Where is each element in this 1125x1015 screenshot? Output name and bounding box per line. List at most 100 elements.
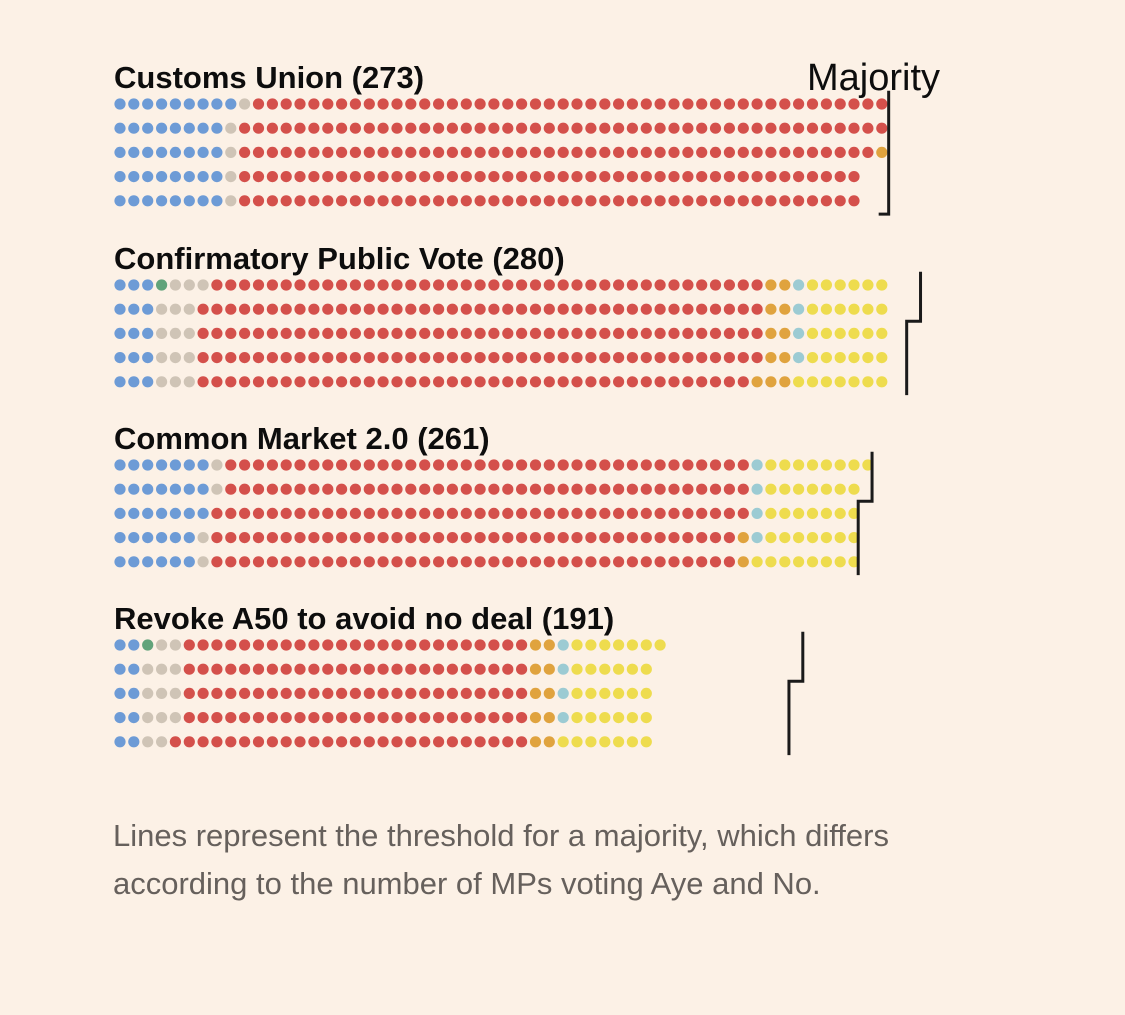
mp-dot-blue [183, 195, 195, 207]
mp-dot-red [765, 146, 777, 158]
mp-dot-red [377, 122, 389, 134]
mp-dot-red [599, 195, 611, 207]
mp-dot-red [294, 556, 306, 568]
mp-dot-red [557, 459, 569, 471]
mp-dot-red [529, 556, 542, 568]
mp-dot-blue [114, 327, 126, 339]
mp-dot-grey [225, 171, 237, 183]
mp-dot-blue [183, 98, 195, 110]
mp-dot-yellow [806, 532, 819, 544]
mp-dot-grey [169, 663, 181, 675]
mp-dot-red [737, 303, 749, 315]
mp-dot-yellow [834, 483, 846, 495]
mp-dot-red [419, 556, 431, 568]
mp-dot-red [294, 303, 306, 315]
mp-dot-yellow [765, 483, 777, 495]
mp-dot-yellow [862, 376, 874, 388]
mp-dot-yellow [779, 459, 791, 471]
mp-dot-red [460, 195, 472, 207]
mp-dot-yellow [599, 639, 611, 651]
mp-dot-red [571, 171, 583, 183]
mp-dot-orange [779, 376, 791, 388]
mp-dot-red [446, 556, 458, 568]
mp-dot-red [225, 459, 237, 471]
mp-dot-red [377, 687, 389, 700]
mp-dot-red [225, 352, 237, 364]
mp-dot-grey [156, 687, 168, 700]
mp-dot-red [239, 687, 251, 700]
mp-dot-red [737, 327, 749, 339]
mp-dot-red [488, 459, 500, 471]
mp-dot-red [793, 171, 805, 183]
mp-dot-red [349, 556, 361, 568]
mp-dot-red [460, 712, 472, 724]
mp-dot-red [294, 687, 306, 700]
mp-dot-red [308, 639, 320, 651]
mp-dot-yellow [585, 639, 597, 651]
mp-dot-blue [142, 376, 154, 388]
mp-dot-red [349, 279, 361, 291]
mp-dot-red [308, 736, 320, 748]
mp-dot-red [294, 146, 306, 158]
mp-dot-blue [128, 639, 140, 651]
mp-dot-red [460, 532, 472, 544]
mp-dot-red [433, 376, 445, 388]
mp-dot-red [446, 532, 458, 544]
mp-dot-red [294, 352, 306, 364]
mp-dot-red [668, 556, 680, 568]
mp-dot-lightblue [793, 303, 805, 315]
mp-dot-red [529, 532, 542, 544]
mp-dot-red [876, 122, 888, 134]
mp-dot-red [266, 459, 278, 471]
mp-dot-red [737, 279, 749, 291]
mp-dot-red [183, 736, 195, 748]
mp-dot-red [585, 376, 597, 388]
mp-dot-red [516, 507, 528, 519]
mp-dot-red [252, 303, 265, 315]
mp-dot-red [488, 352, 500, 364]
mp-dot-red [571, 122, 583, 134]
mp-dot-yellow [834, 376, 846, 388]
mp-dot-red [405, 736, 417, 748]
mp-dot-red [280, 327, 292, 339]
majority-threshold-line [787, 631, 805, 756]
mp-dot-blue [114, 303, 126, 315]
mp-dot-blue [169, 122, 181, 134]
mp-dot-red [405, 303, 417, 315]
mp-dot-red [723, 146, 736, 158]
mp-dot-yellow [820, 483, 833, 495]
mp-dot-red [391, 279, 403, 291]
mp-dot-red [280, 736, 292, 748]
mp-dot-red [668, 459, 680, 471]
mp-dot-blue [128, 663, 140, 675]
mp-dot-red [654, 279, 666, 291]
mp-dot-red [225, 687, 237, 700]
mp-dot-yellow [820, 303, 833, 315]
mp-dot-yellow [806, 327, 819, 339]
mp-dot-red [405, 483, 417, 495]
mp-dot-red [349, 171, 361, 183]
mp-dot-orange [529, 712, 542, 724]
mp-dot-blue [197, 195, 209, 207]
mp-dot-red [433, 459, 445, 471]
mp-dot-red [502, 195, 514, 207]
mp-dot-red [252, 712, 265, 724]
mp-dot-red [654, 303, 666, 315]
mp-dot-yellow [793, 532, 805, 544]
mp-dot-yellow [793, 507, 805, 519]
mp-dot-red [419, 376, 431, 388]
mp-dot-blue [211, 122, 223, 134]
mp-dot-red [654, 171, 666, 183]
mp-dot-red [585, 195, 597, 207]
mp-dot-red [682, 507, 694, 519]
mp-dot-red [252, 146, 265, 158]
mp-dot-blue [197, 507, 209, 519]
mp-dot-red [460, 279, 472, 291]
mp-dot-red [516, 712, 528, 724]
mp-dot-red [474, 122, 486, 134]
mp-dot-red [737, 352, 749, 364]
mp-dot-red [516, 376, 528, 388]
panel-title: Common Market 2.0 (261) [114, 421, 490, 456]
mp-dot-yellow [834, 556, 846, 568]
mp-dot-red [419, 483, 431, 495]
